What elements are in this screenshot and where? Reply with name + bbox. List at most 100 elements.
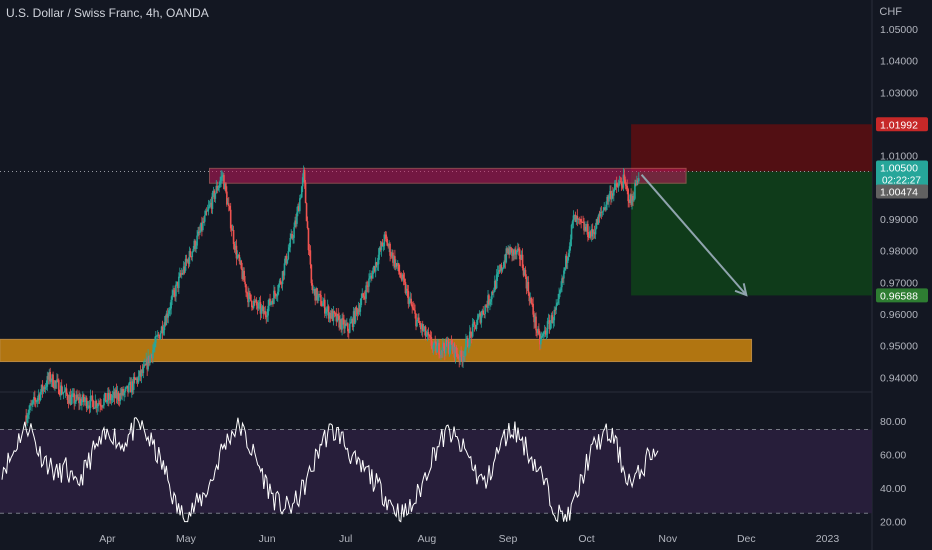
candle-body (563, 270, 565, 279)
candle-body (256, 305, 259, 309)
candle-body (157, 334, 160, 336)
candle-body (293, 227, 295, 238)
candle-body (56, 379, 58, 383)
candle (567, 249, 570, 261)
candle (634, 179, 636, 200)
candle (516, 250, 518, 260)
candle-body (561, 278, 563, 288)
candle (308, 243, 311, 257)
symbol-title[interactable]: U.S. Dollar / Swiss Franc, 4h, OANDA (6, 6, 209, 20)
candle (131, 377, 133, 398)
candle (260, 303, 263, 319)
candle-body (214, 193, 217, 199)
candle (506, 247, 509, 255)
candle-body (222, 175, 224, 177)
candle-body (105, 393, 107, 403)
candle (599, 207, 602, 218)
candle-body (490, 299, 492, 302)
price-tick-label: 0.96000 (880, 309, 918, 321)
candle (571, 219, 574, 229)
candle (86, 400, 89, 411)
candle (89, 389, 92, 413)
candle (360, 293, 363, 308)
candle-body (418, 317, 420, 323)
candle (39, 389, 42, 402)
candle (229, 202, 232, 232)
candle (134, 377, 137, 381)
time-axis[interactable]: Apr May Jun Jul Aug Sep Oct Nov Dec 2023 (99, 533, 839, 545)
candle (477, 314, 480, 320)
candle-body (172, 290, 174, 296)
candle (209, 198, 212, 208)
candle-body (294, 220, 296, 228)
candle-body (581, 221, 583, 223)
candle-body (179, 273, 182, 275)
resistance-zone (208, 167, 687, 184)
candle (183, 262, 186, 275)
candle (502, 262, 505, 270)
candle (213, 189, 216, 203)
candle (279, 277, 282, 285)
candle-body (605, 204, 607, 210)
candle (253, 295, 256, 306)
candle (237, 253, 240, 258)
candle-body (551, 315, 554, 324)
candle (182, 261, 185, 276)
candle-body (110, 397, 113, 401)
candle-body (505, 248, 508, 263)
price-axis[interactable]: 1.05000 1.04000 1.03000 1.01000 0.99000 0.980… (880, 24, 918, 529)
candle (436, 339, 438, 353)
candle (325, 306, 328, 319)
candle (543, 325, 546, 338)
candle-body (415, 313, 417, 327)
candle-body (426, 332, 429, 336)
candle (522, 264, 525, 278)
candle (609, 185, 611, 199)
candle (335, 307, 338, 327)
candle (188, 246, 191, 267)
candle (451, 339, 454, 354)
candle-body (160, 326, 163, 333)
candle-body (282, 271, 285, 276)
candle (82, 391, 84, 403)
candle-body (241, 268, 244, 279)
candle (155, 330, 157, 348)
candle (298, 202, 300, 212)
candle-body (584, 226, 586, 231)
candle-body (251, 307, 254, 308)
candle-body (255, 299, 258, 306)
candle-body (90, 395, 93, 397)
candle (64, 387, 67, 398)
candle-body (98, 403, 100, 405)
candle-body (510, 247, 512, 249)
candle (261, 305, 264, 312)
candle (275, 293, 278, 301)
candle (492, 287, 495, 298)
candle (345, 319, 347, 327)
candle (485, 304, 487, 307)
candle-body (177, 281, 179, 289)
candle (272, 297, 274, 307)
candle-body (238, 254, 241, 262)
candle (355, 305, 358, 317)
candle (50, 378, 52, 387)
candle (445, 336, 448, 347)
candle-body (174, 291, 176, 297)
candle-body (595, 219, 598, 229)
candle-body (388, 243, 390, 246)
candle-body (263, 311, 266, 314)
candle-body (131, 381, 134, 390)
candle-body (289, 237, 292, 248)
candle (546, 317, 549, 338)
rsi-tick-label: 20.00 (880, 517, 906, 529)
candle-body (461, 356, 463, 362)
candle-body (565, 255, 568, 264)
candle-body (46, 376, 49, 387)
candle (247, 286, 249, 308)
candle-body (227, 203, 229, 205)
candle-body (332, 311, 335, 321)
candle-body (225, 183, 227, 192)
candle-body (49, 371, 51, 382)
candle-body (187, 259, 190, 265)
